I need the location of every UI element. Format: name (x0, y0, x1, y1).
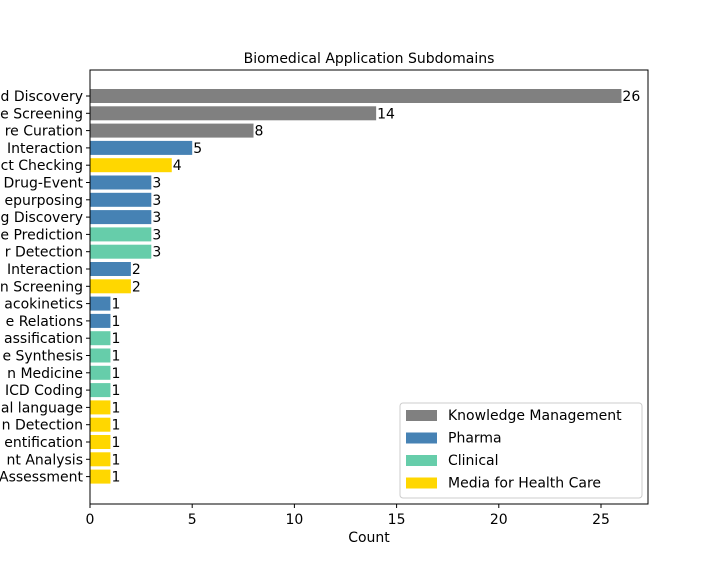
legend-frame (399, 402, 643, 499)
bar (90, 192, 152, 207)
bar-value-label: 3 (152, 245, 161, 261)
y-tick-label: g Discovery (0, 210, 83, 226)
bar-value-label: 1 (111, 470, 120, 486)
bar-value-label: 3 (152, 227, 161, 243)
y-tick-label: e Prediction (0, 227, 83, 243)
legend-label: Knowledge Management (448, 408, 622, 424)
x-axis-label: Count (348, 530, 390, 546)
bar-value-label: 14 (377, 106, 395, 122)
bar-value-label: 1 (111, 314, 120, 330)
y-tick-label: n Detection (2, 418, 83, 434)
y-tick-label: ct Checking (1, 158, 83, 174)
y-tick-label: r Detection (5, 245, 83, 261)
bar-value-label: 5 (193, 141, 202, 157)
bar (90, 383, 111, 398)
bar (90, 348, 111, 363)
bar (90, 89, 622, 103)
bar (90, 227, 152, 242)
y-tick-label: epurposing (4, 193, 83, 209)
y-tick-label: e Screening (0, 106, 83, 122)
bar (90, 244, 152, 259)
x-tick-label: 0 (86, 512, 95, 528)
y-tick-label: Drug-Event (4, 176, 84, 192)
plot-frame (89, 69, 649, 505)
bar-value-label: 2 (132, 262, 141, 278)
y-tick-label: entification (4, 435, 83, 451)
x-tick-label: 25 (592, 512, 610, 528)
bar-value-label: 1 (111, 400, 120, 416)
legend-swatch (406, 477, 437, 489)
bar (90, 158, 172, 173)
bar (90, 140, 193, 155)
bar-value-label: 1 (111, 383, 120, 399)
x-tick-label: 15 (388, 512, 406, 528)
bar (90, 313, 111, 328)
bar (90, 296, 111, 311)
y-tick-label: nt Analysis (7, 452, 84, 468)
y-tick-label: d Discovery (0, 89, 83, 105)
bar (90, 175, 152, 190)
x-tick-label: 20 (490, 512, 508, 528)
bar-value-label: 4 (173, 158, 182, 174)
bar (90, 469, 111, 484)
legend-swatch (406, 410, 437, 421)
bar-value-label: 1 (111, 366, 120, 382)
chart-title: Biomedical Application Subdomains (244, 51, 495, 67)
legend-label: Pharma (448, 431, 502, 447)
bar (90, 262, 131, 276)
bar (90, 435, 111, 449)
bar-value-label: 26 (622, 89, 640, 105)
legend-label: Clinical (448, 453, 498, 469)
y-tick-label: e Relations (6, 314, 83, 330)
bar-value-label: 1 (111, 418, 120, 434)
y-tick-label: Interaction (7, 141, 83, 157)
bar-value-label: 1 (111, 349, 120, 365)
bar (90, 331, 111, 346)
bar-value-label: 8 (255, 124, 264, 140)
bar-value-label: 3 (152, 193, 161, 209)
y-tick-label: n Screening (0, 279, 83, 295)
y-tick-label: Interaction (7, 262, 83, 278)
bar (90, 365, 111, 380)
x-tick-label: 10 (285, 512, 303, 528)
y-tick-label: re Curation (5, 124, 83, 140)
bar-value-label: 1 (111, 297, 120, 313)
bar-value-label: 1 (111, 331, 120, 347)
legend-swatch (406, 432, 437, 444)
y-tick-label: ICD Coding (5, 383, 83, 399)
x-axis-ticks: 0 5 10 15 20 25 (86, 504, 610, 528)
y-tick-label: assification (4, 331, 83, 347)
legend-swatch (406, 455, 437, 466)
y-tick-label: e Synthesis (2, 349, 83, 365)
bar (90, 210, 152, 225)
bar-value-label: 1 (111, 435, 120, 451)
bar (90, 106, 377, 121)
bar-value-label: 3 (152, 176, 161, 192)
bar-value-label: 3 (152, 210, 161, 226)
bar-value-label: 1 (111, 452, 120, 468)
bar (90, 452, 111, 467)
y-tick-label: Assessment (0, 470, 84, 486)
y-tick-label: acokinetics (4, 297, 83, 313)
bar (90, 123, 254, 138)
bar (90, 417, 111, 432)
bar (90, 400, 111, 415)
bar-value-label: 2 (132, 279, 141, 295)
bar (90, 279, 131, 294)
y-tick-label: n Medicine (7, 366, 83, 382)
legend-label: Media for Health Care (448, 476, 601, 492)
x-tick-label: 5 (188, 512, 197, 528)
y-tick-label: al language (1, 400, 83, 416)
legend: Knowledge Management Pharma Clinical Media … (399, 402, 643, 499)
